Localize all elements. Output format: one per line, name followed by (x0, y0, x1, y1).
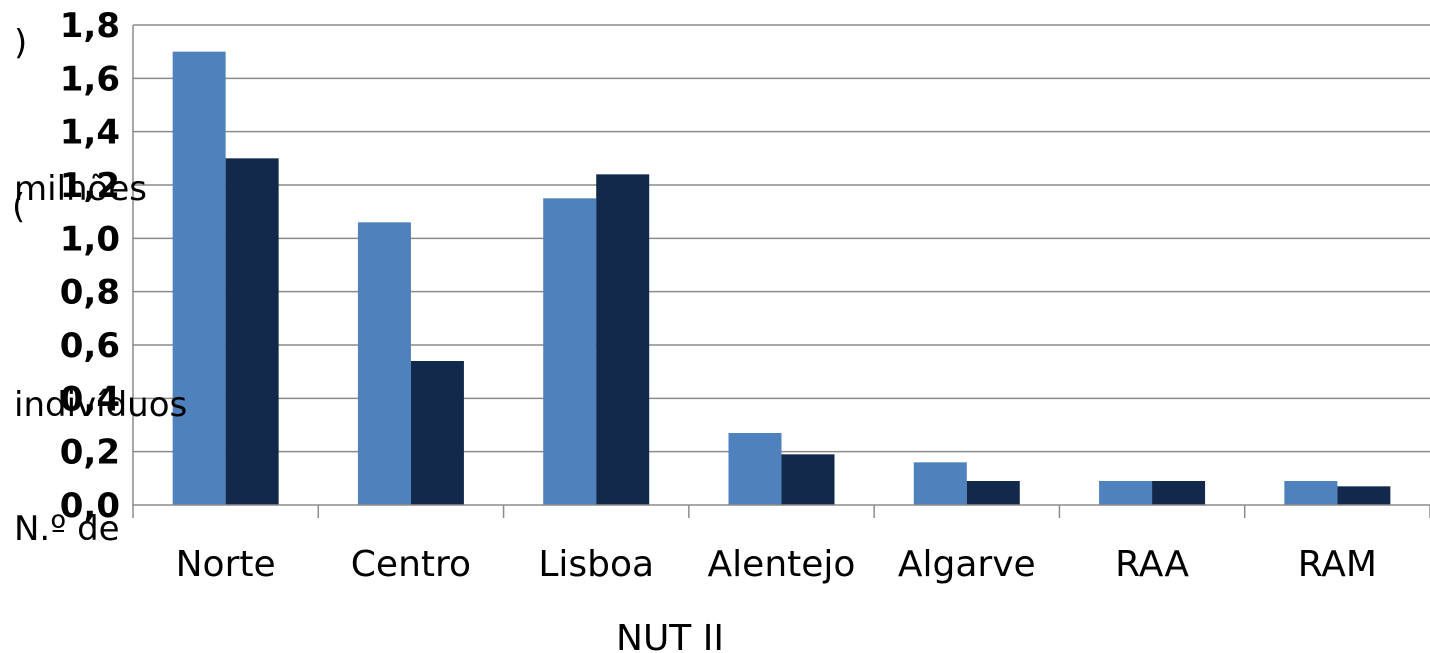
y-axis-label: N.º de indivíduos (milhões) (12, 23, 187, 549)
y-axis-label-part: ( (12, 187, 25, 227)
axes (132, 25, 1430, 518)
y-tick-label: 0,0 (60, 486, 120, 526)
x-category-labels: Norte Centro Lisboa Alentejo Algarve RAA RAM (176, 544, 1377, 585)
y-tick-label: 1,8 (60, 6, 120, 46)
bar-ram-s2 (1337, 486, 1391, 505)
bar-norte-s2 (225, 158, 279, 506)
y-tick-label: 1,6 (60, 59, 120, 99)
bar-alentejo-s1 (728, 433, 782, 505)
x-category-label: Alentejo (708, 544, 856, 585)
y-tick-label: 0,6 (60, 326, 120, 366)
bar-group (172, 51, 1391, 506)
x-category-label: RAA (1115, 544, 1189, 585)
x-category-label: Centro (351, 544, 471, 585)
bar-raa-s2 (1152, 481, 1206, 505)
gridlines (133, 24, 1430, 453)
y-tick-label: 1,2 (60, 166, 120, 206)
bar-algarve-s1 (913, 462, 967, 505)
bar-ram-s1 (1284, 481, 1338, 505)
x-axis-label: NUT II (616, 618, 724, 653)
y-tick-label: 0,4 (60, 379, 120, 419)
bar-centro-s2 (410, 361, 464, 505)
bar-norte-s1 (172, 51, 226, 506)
bar-lisboa-s1 (543, 198, 597, 506)
bar-centro-s1 (357, 222, 411, 506)
y-tick-label: 0,2 (60, 433, 120, 473)
y-axis-label-part: indivíduos (14, 385, 187, 425)
bar-lisboa-s2 (596, 174, 650, 506)
y-axis-label-part: ) (14, 23, 27, 63)
bar-alentejo-s2 (781, 454, 835, 505)
x-category-label: Algarve (898, 544, 1036, 585)
x-category-label: Lisboa (538, 544, 654, 585)
bar-algarve-s2 (966, 481, 1020, 505)
x-category-label: RAM (1298, 544, 1377, 585)
y-axis-label-part: milhões (14, 169, 147, 209)
y-axis-label-part: N.º de (14, 509, 120, 549)
y-tick-labels: 0,0 0,2 0,4 0,6 0,8 1,0 1,2 1,4 1,6 1,8 (60, 6, 120, 526)
y-tick-label: 1,0 (60, 219, 120, 259)
y-tick-label: 0,8 (60, 273, 120, 313)
x-category-label: Norte (176, 544, 276, 585)
y-tick-label: 1,4 (60, 113, 120, 153)
bar-raa-s1 (1099, 481, 1153, 505)
